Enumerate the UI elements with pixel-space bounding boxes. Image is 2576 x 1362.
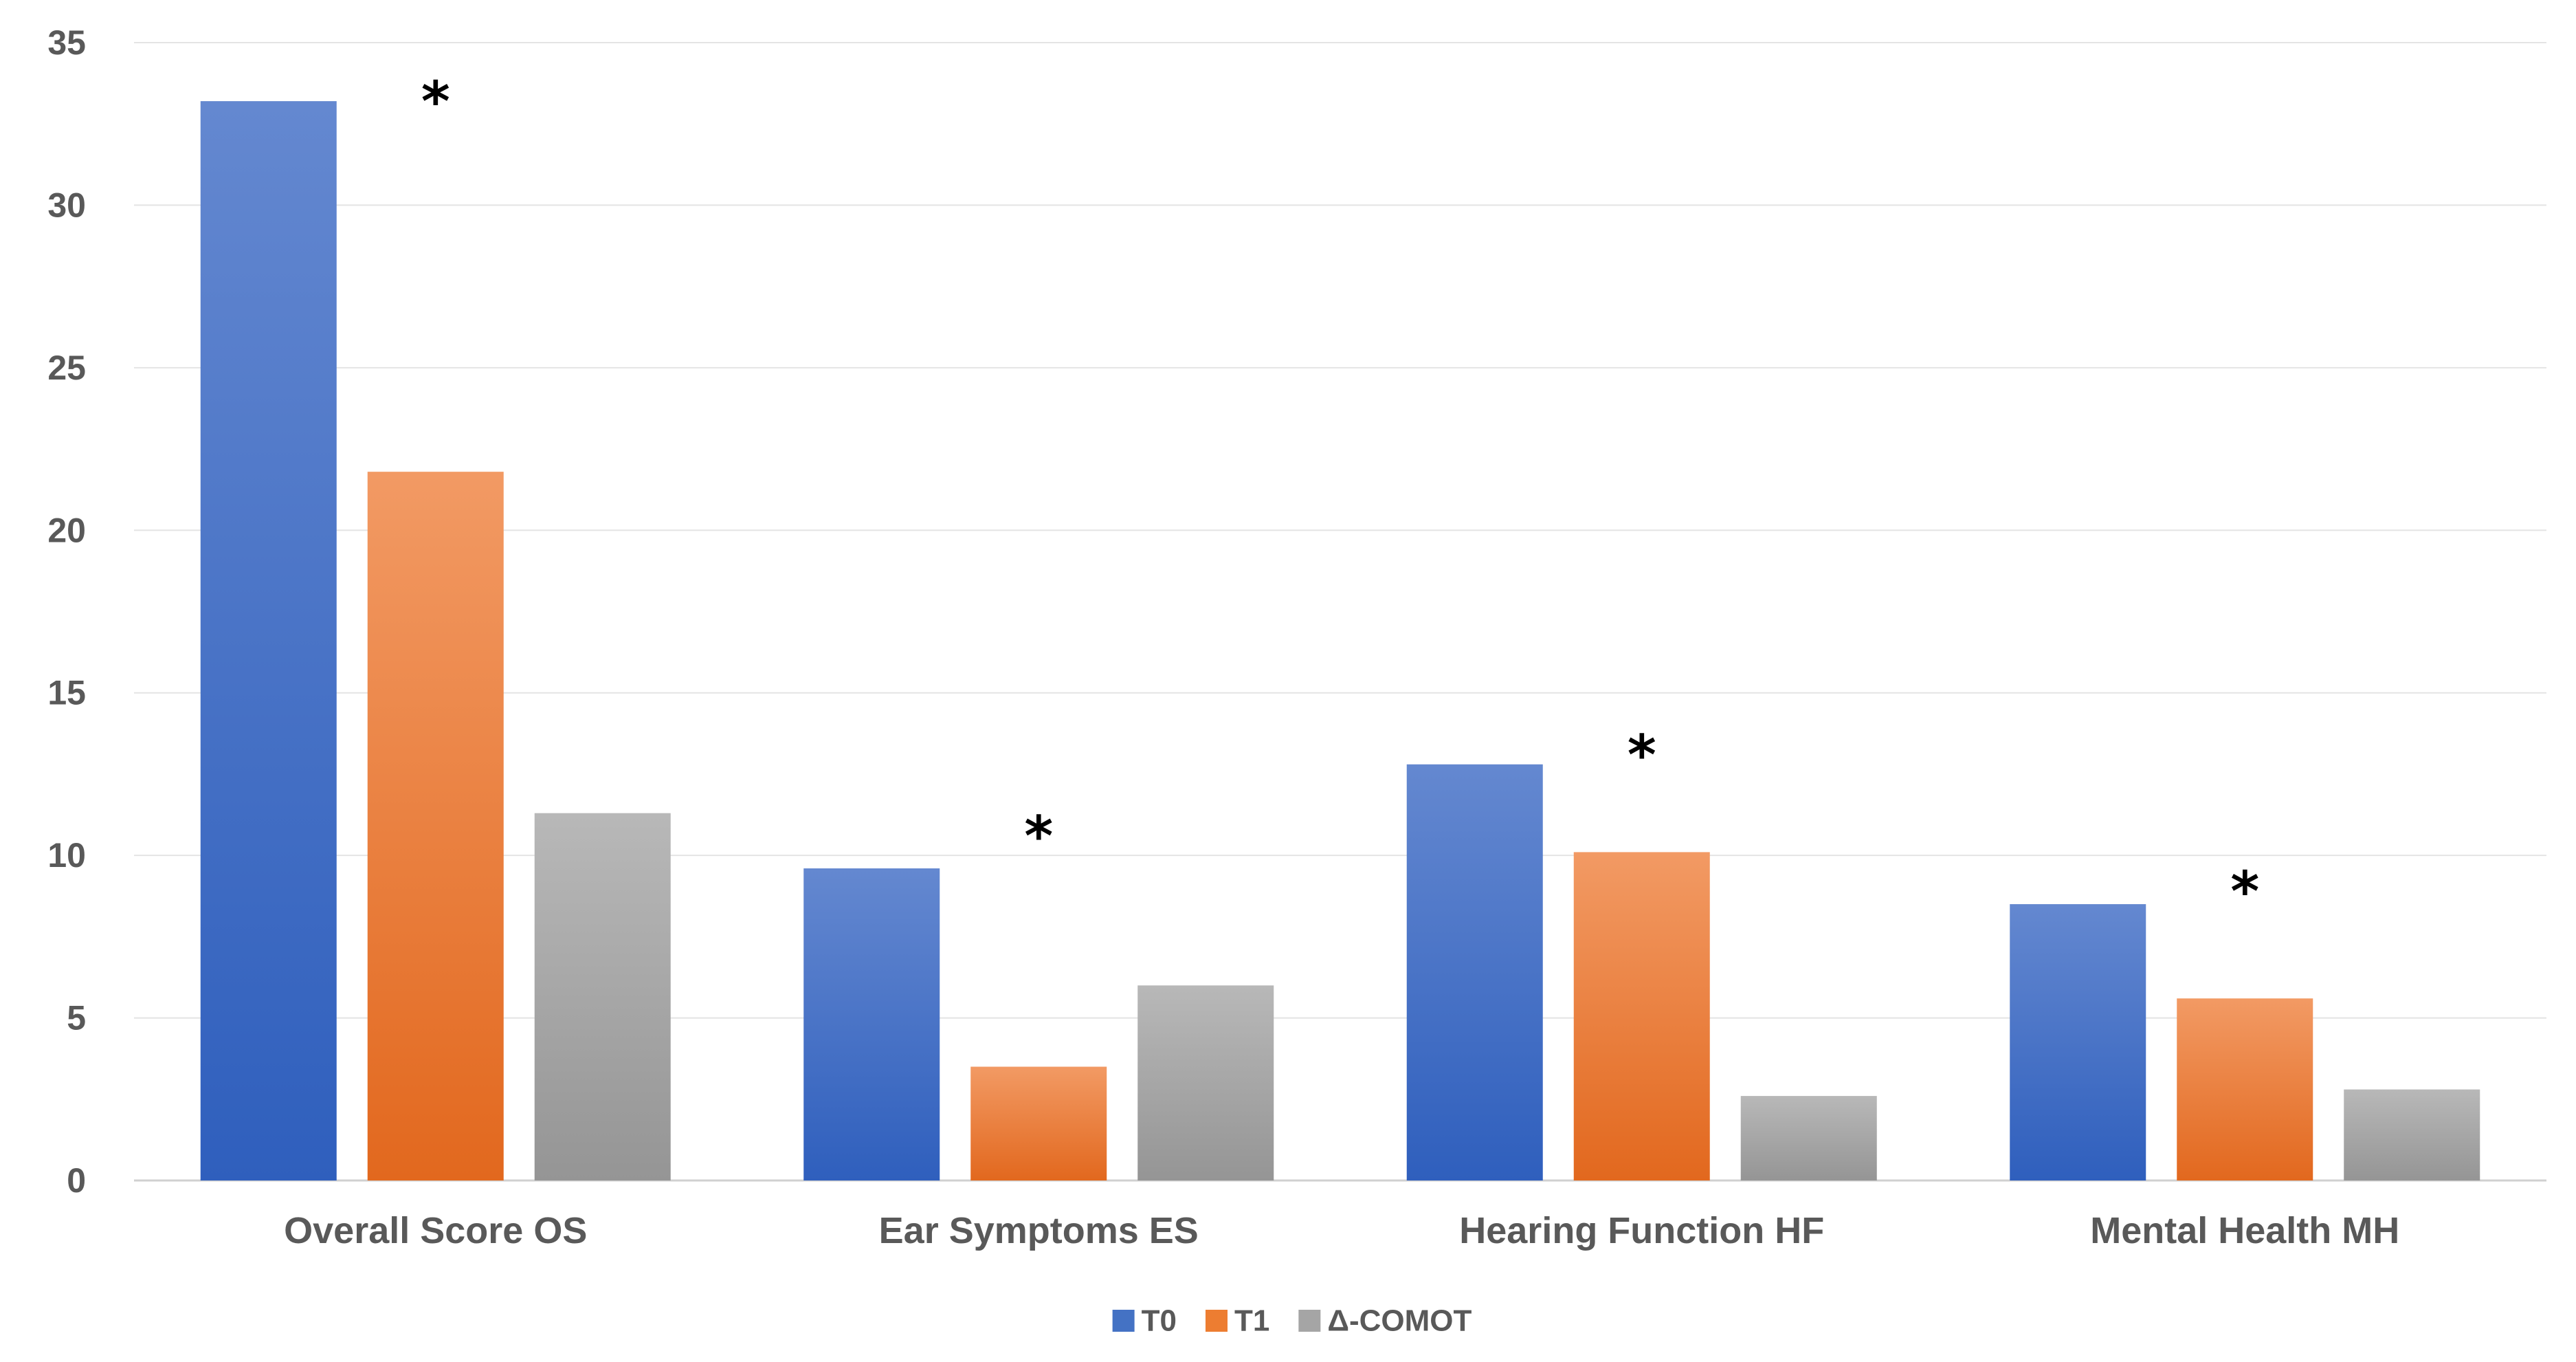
legend-item: Δ-COMOT: [1298, 1304, 1472, 1338]
x-tick-label: Ear Symptoms ES: [879, 1210, 1199, 1251]
significance-asterisk: *: [1024, 804, 1053, 868]
significance-asterisk: *: [2230, 860, 2259, 924]
bar-T1-2: [1573, 852, 1710, 1180]
legend-label: T0: [1142, 1304, 1177, 1338]
legend: T0 T1 Δ-COMOT: [1112, 1304, 1472, 1338]
x-tick-label: Mental Health MH: [2090, 1210, 2399, 1251]
bars: [200, 101, 2480, 1181]
bar-T0-0: [200, 101, 337, 1181]
legend-swatch: [1298, 1310, 1321, 1332]
bar-T0-3: [2010, 904, 2146, 1180]
y-tick-label: 25: [47, 349, 86, 387]
x-axis-labels: Overall Score OS Ear Symptoms ES Hearing F…: [284, 1210, 2399, 1251]
y-tick-label: 30: [47, 186, 86, 224]
y-tick-label: 15: [47, 674, 86, 712]
legend-item: T1: [1205, 1304, 1269, 1338]
bar-T1-3: [2177, 998, 2313, 1180]
bar-T1-1: [970, 1066, 1107, 1180]
y-tick-label: 0: [67, 1161, 86, 1200]
legend-label: T1: [1234, 1304, 1269, 1338]
y-tick-label: 10: [47, 836, 86, 875]
bar-T0-1: [803, 868, 940, 1180]
y-tick-label: 5: [67, 999, 86, 1037]
y-tick-label: 35: [47, 23, 86, 62]
bar-Δ-COMOT-2: [1740, 1096, 1877, 1180]
bar-Δ-COMOT-0: [534, 813, 671, 1180]
legend-label: Δ-COMOT: [1327, 1304, 1472, 1338]
y-tick-label: 20: [47, 511, 86, 549]
legend-item: T0: [1112, 1304, 1177, 1338]
significance-annotations: * * * *: [421, 69, 2259, 923]
x-tick-label: Hearing Function HF: [1459, 1210, 1824, 1251]
legend-swatch: [1112, 1310, 1135, 1332]
x-tick-label: Overall Score OS: [284, 1210, 587, 1251]
bar-T0-2: [1406, 764, 1543, 1180]
y-axis-ticks: 0 5 10 15 20 25 30 35: [47, 23, 86, 1200]
legend-swatch: [1205, 1310, 1228, 1332]
bar-Δ-COMOT-3: [2344, 1089, 2480, 1180]
significance-asterisk: *: [421, 69, 450, 133]
bar-T1-0: [367, 472, 504, 1181]
significance-asterisk: *: [1628, 723, 1656, 787]
bar-Δ-COMOT-1: [1137, 985, 1274, 1180]
